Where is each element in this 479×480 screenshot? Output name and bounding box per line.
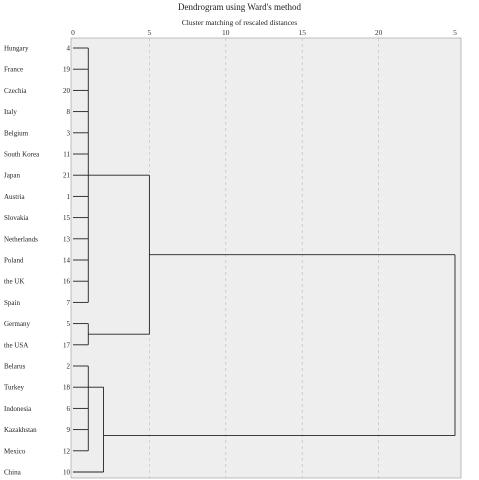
leaf-case-number: 18 bbox=[63, 384, 71, 392]
x-axis-label: Cluster matching of rescaled distances bbox=[181, 18, 298, 27]
leaf-case-number: 19 bbox=[63, 66, 71, 74]
leaf-case-number: 11 bbox=[63, 151, 70, 159]
leaf-case-number: 7 bbox=[67, 299, 71, 307]
leaf-country-label: Czechia bbox=[4, 87, 27, 95]
leaf-country-label: Mexico bbox=[4, 447, 26, 455]
leaf-case-number: 3 bbox=[67, 129, 71, 137]
leaf-country-label: Hungary bbox=[4, 45, 29, 53]
leaf-country-label: Italy bbox=[4, 108, 17, 116]
leaf-country-label: Germany bbox=[4, 320, 31, 328]
leaf-country-label: Netherlands bbox=[4, 235, 38, 243]
leaf-country-label: South Korea bbox=[4, 151, 40, 159]
leaf-country-label: Indonesia bbox=[4, 405, 32, 413]
leaf-country-label: Turkey bbox=[4, 384, 24, 392]
leaf-country-label: Spain bbox=[4, 299, 20, 307]
leaf-country-label: Slovakia bbox=[4, 214, 29, 222]
leaf-country-label: China bbox=[4, 469, 22, 477]
x-tick-label: 10 bbox=[222, 28, 230, 37]
x-tick-label: 5 bbox=[453, 28, 457, 37]
leaf-case-number: 20 bbox=[63, 87, 71, 95]
chart-title: Dendrogram using Ward's method bbox=[178, 2, 301, 12]
leaf-case-number: 9 bbox=[67, 426, 71, 434]
leaf-case-number: 10 bbox=[63, 469, 71, 477]
leaf-country-label: Belarus bbox=[4, 363, 26, 371]
x-tick-label: 5 bbox=[148, 28, 152, 37]
grid-lines bbox=[149, 38, 379, 478]
x-tick-label: 15 bbox=[298, 28, 306, 37]
leaf-case-number: 8 bbox=[67, 108, 71, 116]
plot-area bbox=[70, 37, 462, 479]
dendrogram-branches bbox=[73, 47, 456, 473]
leaf-country-label: Belgium bbox=[4, 129, 29, 137]
leaf-case-number: 17 bbox=[63, 341, 71, 349]
leaf-country-label: the UK bbox=[4, 278, 24, 286]
leaf-case-number: 4 bbox=[67, 45, 71, 53]
leaf-case-number: 12 bbox=[63, 447, 71, 455]
leaf-country-label: Austria bbox=[4, 193, 26, 201]
leaf-country-label: France bbox=[4, 66, 23, 74]
x-tick-label: 0 bbox=[71, 28, 75, 37]
x-tick-label: 20 bbox=[375, 28, 383, 37]
leaf-country-label: Poland bbox=[4, 257, 24, 265]
leaf-case-number: 5 bbox=[67, 320, 71, 328]
leaf-case-number: 2 bbox=[67, 363, 71, 371]
leaf-country-label: the USA bbox=[4, 341, 28, 349]
leaf-case-number: 13 bbox=[63, 235, 71, 243]
x-axis-ticks: 0 5 10 15 20 5 bbox=[71, 28, 457, 37]
leaf-case-number: 1 bbox=[67, 193, 71, 201]
leaf-case-number: 14 bbox=[63, 257, 71, 265]
leaf-case-number: 16 bbox=[63, 278, 71, 286]
leaf-country-label: Kazakhstan bbox=[4, 426, 37, 434]
leaf-case-number: 6 bbox=[67, 405, 71, 413]
leaf-case-number: 15 bbox=[63, 214, 71, 222]
leaf-country-label: Japan bbox=[4, 172, 20, 180]
leaf-case-number: 21 bbox=[63, 172, 71, 180]
